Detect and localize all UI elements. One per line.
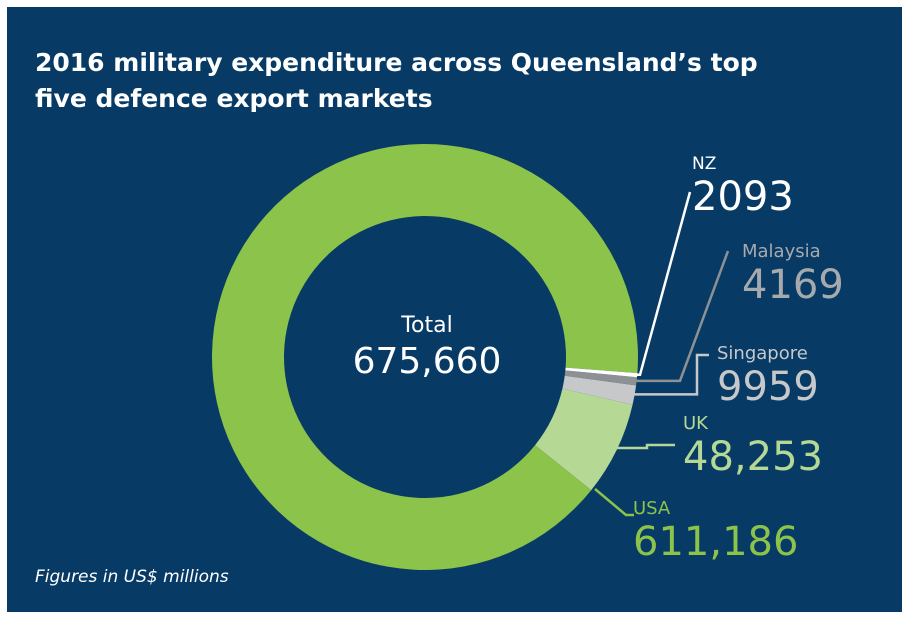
label-singapore: Singapore 9959 (717, 343, 819, 409)
label-nz-value: 2093 (692, 174, 794, 220)
slice-singapore (562, 375, 637, 405)
label-nz: NZ 2093 (692, 153, 794, 219)
label-uk-value: 48,253 (683, 434, 823, 480)
label-malaysia: Malaysia 4169 (742, 241, 844, 307)
slice-nz (565, 367, 638, 378)
leader-line-usa (594, 488, 634, 517)
donut-slices (211, 144, 638, 570)
label-uk: UK 48,253 (683, 413, 823, 479)
label-usa-value: 611,186 (633, 519, 799, 565)
donut-chart (211, 144, 730, 570)
slice-uk (535, 388, 633, 491)
center-total-value: 675,660 (352, 341, 502, 382)
leader-lines (594, 191, 730, 517)
slice-malaysia (564, 370, 638, 386)
chart-panel: 2016 military expenditure across Queensl… (7, 7, 902, 612)
label-nz-name: NZ (692, 154, 717, 174)
center-total-label: Total (401, 313, 453, 338)
leader-line-nz (633, 191, 692, 377)
chart-title: 2016 military expenditure across Queensl… (35, 48, 758, 113)
label-singapore-value: 9959 (717, 364, 819, 410)
leader-line-malaysia (632, 250, 730, 383)
label-malaysia-name: Malaysia (742, 241, 821, 262)
units-footnote: Figures in US$ millions (35, 567, 229, 587)
leader-line-singapore (630, 353, 709, 396)
label-uk-name: UK (683, 413, 708, 434)
label-usa-name: USA (633, 498, 671, 519)
leader-line-uk (613, 443, 675, 450)
label-singapore-name: Singapore (717, 343, 808, 364)
label-malaysia-value: 4169 (742, 262, 844, 308)
label-usa: USA 611,186 (633, 498, 798, 564)
slice-usa (211, 144, 638, 570)
